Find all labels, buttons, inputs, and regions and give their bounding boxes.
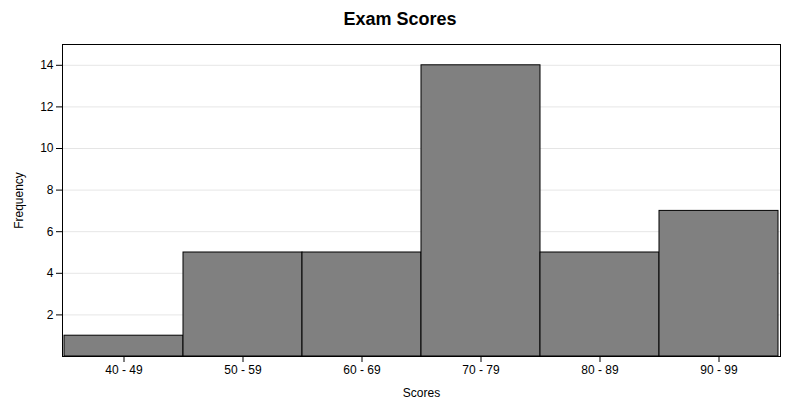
svg-text:Frequency: Frequency — [12, 172, 26, 229]
svg-text:6: 6 — [47, 225, 54, 239]
svg-text:50 - 59: 50 - 59 — [224, 363, 262, 377]
svg-text:Scores: Scores — [403, 386, 440, 400]
svg-text:40 - 49: 40 - 49 — [105, 363, 143, 377]
svg-text:70 - 79: 70 - 79 — [462, 363, 500, 377]
svg-text:14: 14 — [40, 58, 54, 72]
svg-text:2: 2 — [47, 308, 54, 322]
svg-text:90 - 99: 90 - 99 — [700, 363, 738, 377]
svg-text:10: 10 — [40, 141, 54, 155]
svg-text:80 - 89: 80 - 89 — [581, 363, 619, 377]
svg-text:60 - 69: 60 - 69 — [343, 363, 381, 377]
svg-text:12: 12 — [40, 100, 54, 114]
html-text:Exam Scores: Exam Scores — [343, 9, 457, 29]
svg-text:8: 8 — [47, 183, 54, 197]
svg-text:4: 4 — [47, 266, 54, 280]
